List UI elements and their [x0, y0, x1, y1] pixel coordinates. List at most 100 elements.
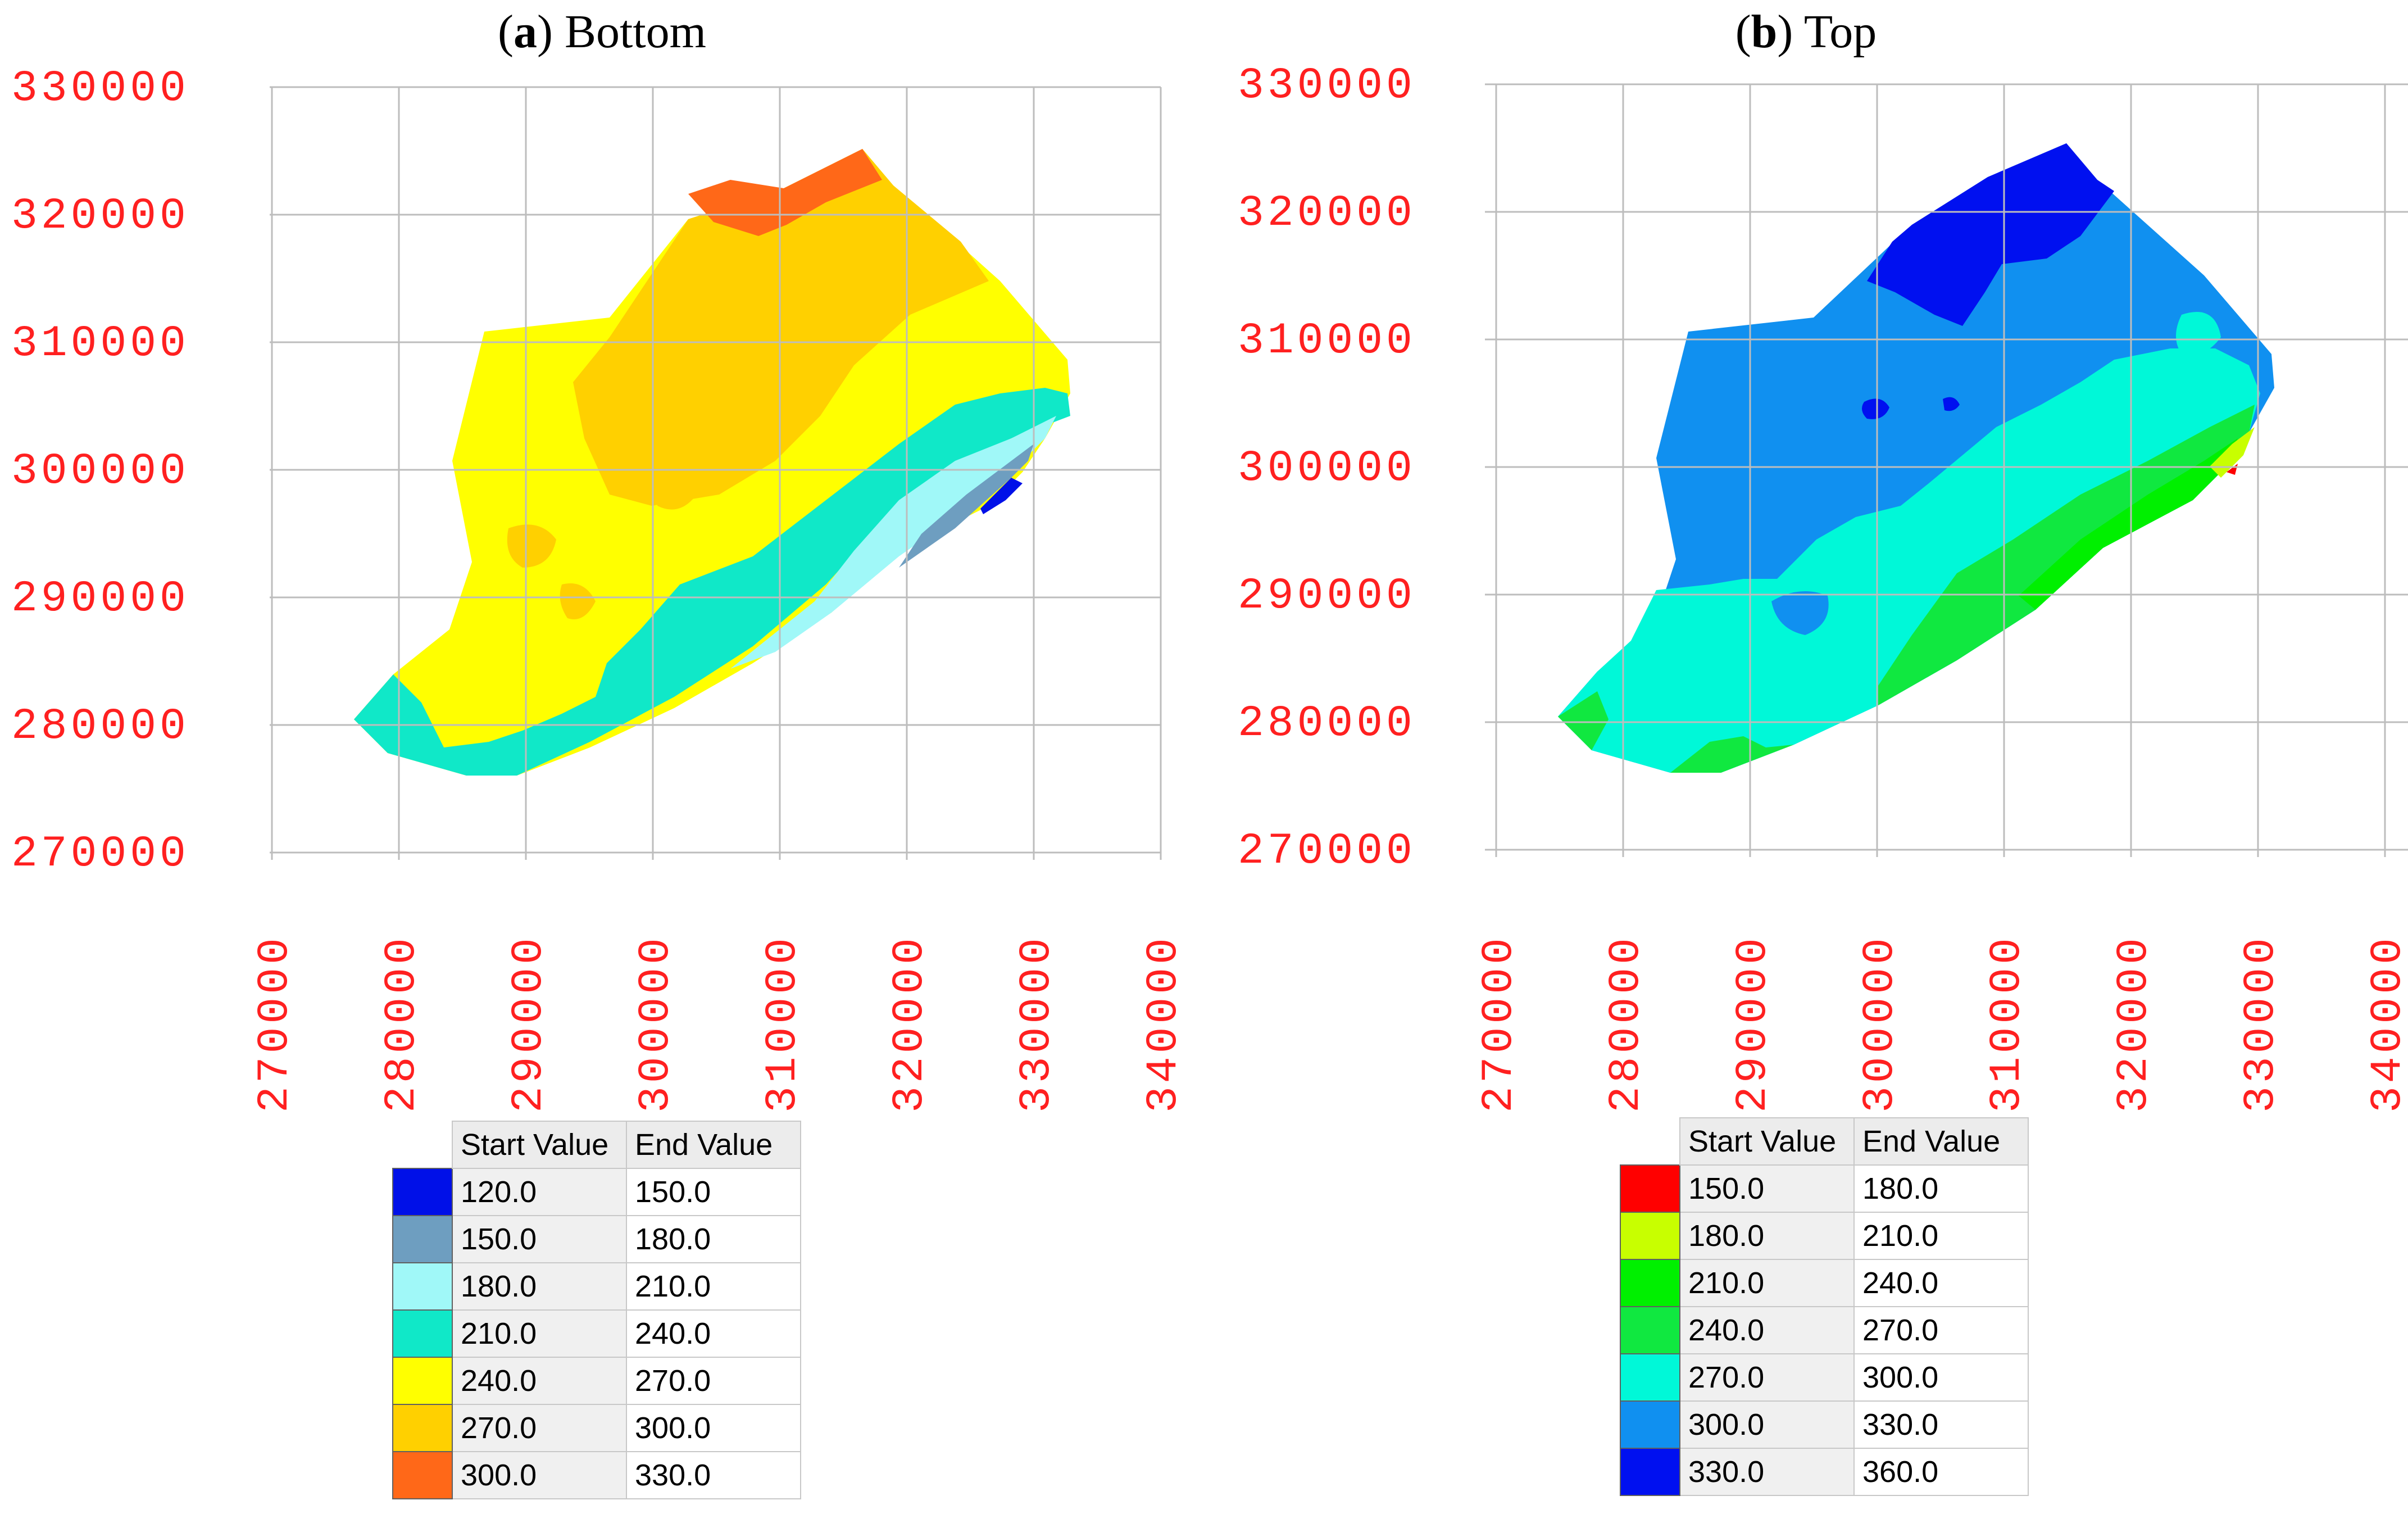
y-tick-label: 310000 — [11, 319, 189, 369]
legend-row: 240.0 270.0 — [1620, 1306, 2029, 1354]
region-180-210 — [2210, 427, 2255, 478]
legend-row: 180.0 210.0 — [392, 1262, 801, 1311]
legend-end-value: 150.0 — [626, 1168, 801, 1216]
region-270-300-patch — [657, 474, 697, 510]
legend-row: 330.0 360.0 — [1620, 1448, 2029, 1496]
y-tick-label: 270000 — [11, 830, 189, 879]
x-tick-label: 310000 — [1983, 935, 2032, 1113]
y-tick-label: 300000 — [11, 447, 189, 496]
x-tick-label: 340000 — [1139, 935, 1189, 1113]
region-180-210 — [730, 416, 1056, 669]
y-axis-ticks: 330000 320000 310000 300000 290000 28000… — [1238, 61, 1416, 876]
legend-end-value: 330.0 — [626, 1451, 801, 1499]
legend-swatch — [1620, 1164, 1680, 1213]
legend-header-row: Start Value End Value — [1620, 1117, 2029, 1166]
region-240-270-patch — [1558, 691, 1609, 750]
legend-row: 150.0 180.0 — [1620, 1164, 2029, 1213]
legend-header-blank — [1620, 1118, 1680, 1165]
x-tick-label: 300000 — [631, 935, 681, 1113]
legend-start-value: 180.0 — [1679, 1212, 1855, 1260]
legend-swatch — [1620, 1448, 1680, 1496]
contour-map-top — [1558, 143, 2274, 773]
legend-header-end: End Value — [626, 1121, 801, 1169]
contour-map-bottom — [354, 149, 1070, 776]
legend-end-value: 210.0 — [626, 1262, 801, 1311]
x-tick-label: 280000 — [1602, 935, 1651, 1113]
y-tick-label: 290000 — [1238, 572, 1416, 621]
x-tick-label: 310000 — [758, 935, 808, 1113]
legend-swatch — [1620, 1400, 1680, 1449]
legend-swatch — [392, 1404, 453, 1452]
legend-swatch — [1620, 1306, 1680, 1354]
x-tick-label: 320000 — [885, 935, 935, 1113]
legend-end-value: 300.0 — [1853, 1353, 2029, 1402]
legend-row: 270.0 300.0 — [392, 1404, 801, 1452]
x-tick-label: 290000 — [1729, 935, 1778, 1113]
y-tick-label: 320000 — [11, 192, 189, 241]
legend-header-row: Start Value End Value — [393, 1121, 801, 1169]
legend-start-value: 270.0 — [1679, 1353, 1855, 1402]
region-270-300-patch — [2176, 312, 2221, 355]
x-axis-ticks: 270000 280000 290000 300000 310000 32000… — [251, 935, 1189, 1113]
legend-row: 300.0 330.0 — [1620, 1400, 2029, 1449]
legend-end-value: 240.0 — [626, 1309, 801, 1358]
x-tick-label: 270000 — [1475, 935, 1524, 1113]
legend-row: 210.0 240.0 — [392, 1309, 801, 1358]
map-plot-bottom: 330000 320000 310000 300000 290000 28000… — [11, 64, 1189, 1113]
legend-start-value: 150.0 — [452, 1215, 627, 1263]
region-210-240 — [354, 388, 1070, 776]
legend-swatch — [392, 1451, 453, 1499]
x-tick-label: 320000 — [2110, 935, 2159, 1113]
legend-start-value: 210.0 — [452, 1309, 627, 1358]
x-tick-label: 290000 — [505, 935, 554, 1113]
legend-end-value: 360.0 — [1853, 1448, 2029, 1496]
legend-start-value: 300.0 — [1679, 1400, 1855, 1449]
y-tick-label: 300000 — [1238, 444, 1416, 493]
x-tick-label: 270000 — [251, 935, 300, 1113]
region-330-360-patch — [1862, 398, 1889, 419]
panel-bottom: (a) Bottom — [11, 6, 1189, 1499]
legend-start-value: 240.0 — [452, 1357, 627, 1405]
region-300-330-pocket — [1771, 591, 1829, 635]
y-tick-label: 280000 — [11, 702, 189, 751]
x-tick-label: 300000 — [1856, 935, 1905, 1113]
legend-header-end: End Value — [1853, 1117, 2029, 1166]
y-tick-label: 280000 — [1238, 699, 1416, 749]
grid-lines — [1485, 83, 2408, 857]
legend-swatch — [1620, 1353, 1680, 1402]
legend-swatch — [392, 1168, 453, 1216]
y-tick-label: 270000 — [1238, 827, 1416, 876]
legend-table-bottom: Start Value End Value 120.0 150.0 150.0 … — [392, 1121, 801, 1499]
legend-swatch — [392, 1215, 453, 1263]
panel-letter: b — [1751, 6, 1778, 58]
y-axis-ticks: 330000 320000 310000 300000 290000 28000… — [11, 64, 189, 879]
legend-swatch — [1620, 1259, 1680, 1307]
panel-title-bottom: (a) Bottom — [497, 6, 706, 58]
map-plot-top: 330000 320000 310000 300000 290000 28000… — [1238, 61, 2408, 1113]
legend-start-value: 210.0 — [1679, 1259, 1855, 1307]
legend-start-value: 240.0 — [1679, 1306, 1855, 1354]
region-270-300 — [1558, 348, 2260, 773]
grid-lines — [270, 86, 1162, 860]
y-tick-label: 320000 — [1238, 189, 1416, 238]
legend-end-value: 270.0 — [1853, 1306, 2029, 1354]
panel-title-text: Top — [1793, 6, 1877, 58]
legend-row: 240.0 270.0 — [392, 1357, 801, 1405]
y-tick-label: 310000 — [1238, 316, 1416, 366]
x-axis-ticks: 270000 280000 290000 300000 310000 32000… — [1475, 935, 2408, 1113]
legend-row: 150.0 180.0 — [392, 1215, 801, 1263]
legend-swatch — [392, 1262, 453, 1311]
x-tick-label: 330000 — [1012, 935, 1062, 1113]
legend-end-value: 300.0 — [626, 1404, 801, 1452]
region-240-270-patch — [1670, 736, 1794, 773]
legend-swatch — [392, 1357, 453, 1405]
panel-letter: a — [513, 6, 537, 58]
x-tick-label: 280000 — [378, 935, 427, 1113]
region-270-300-patch — [507, 524, 556, 568]
legend-start-value: 300.0 — [452, 1451, 627, 1499]
panel-title-text: Bottom — [552, 6, 706, 58]
legend-swatch — [392, 1309, 453, 1358]
legend-start-value: 120.0 — [452, 1168, 627, 1216]
legend-start-value: 330.0 — [1679, 1448, 1855, 1496]
legend-row: 210.0 240.0 — [1620, 1259, 2029, 1307]
